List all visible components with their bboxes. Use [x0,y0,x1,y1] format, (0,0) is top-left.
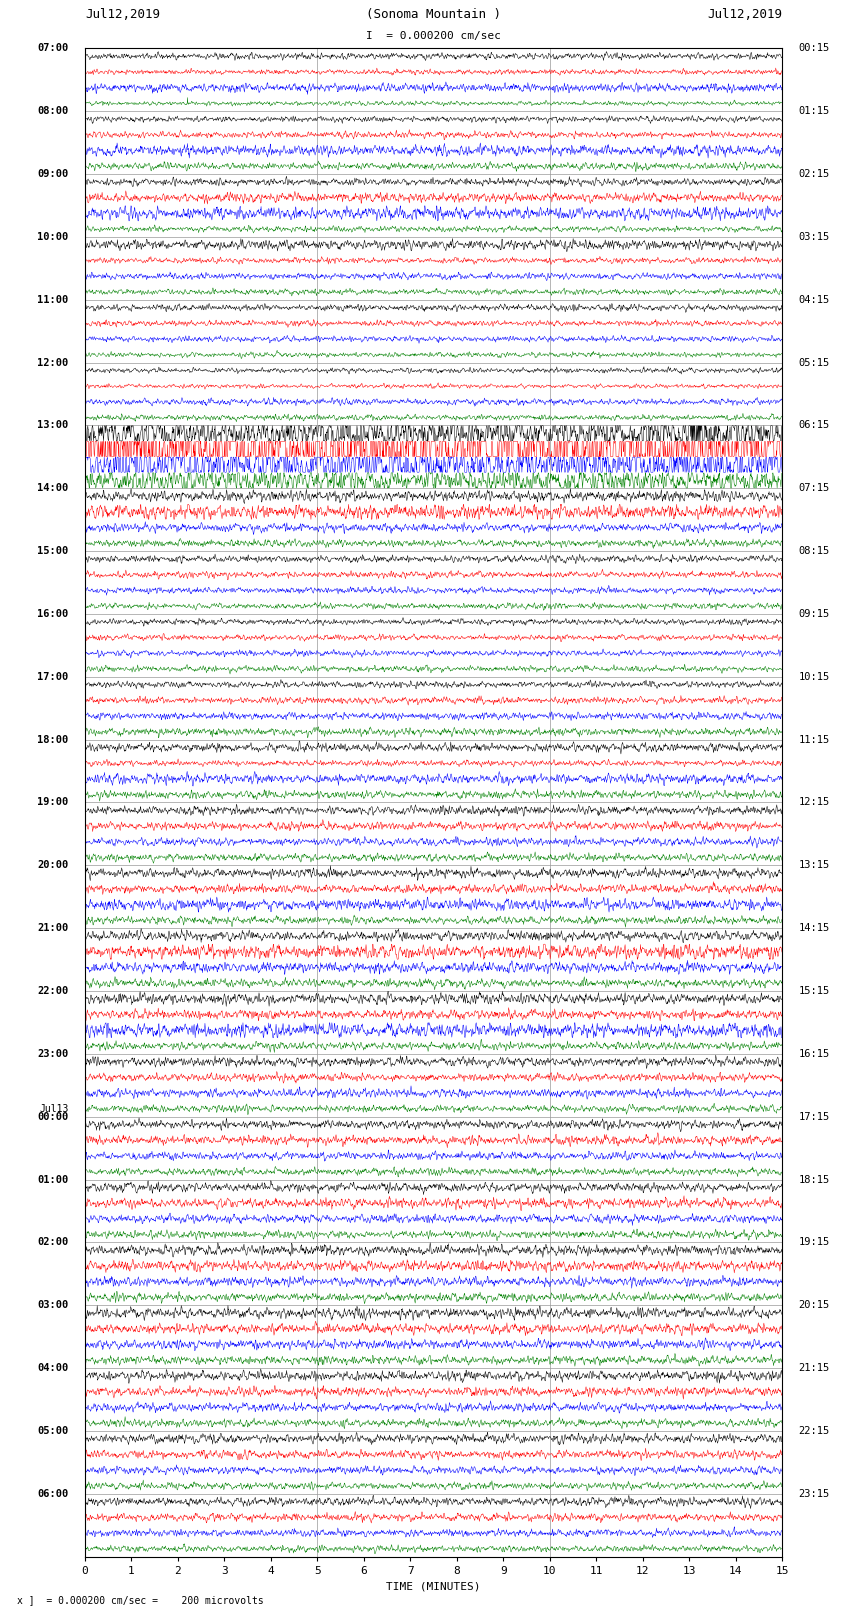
Text: 10:15: 10:15 [798,671,830,682]
Text: 18:00: 18:00 [37,734,69,745]
Text: 21:15: 21:15 [798,1363,830,1373]
Text: 09:00: 09:00 [37,169,69,179]
Text: 05:15: 05:15 [798,358,830,368]
Text: 14:00: 14:00 [37,484,69,494]
Text: 04:00: 04:00 [37,1363,69,1373]
Text: 19:15: 19:15 [798,1237,830,1247]
Text: 06:00: 06:00 [37,1489,69,1498]
Text: 00:00: 00:00 [37,1111,69,1121]
Text: 20:00: 20:00 [37,860,69,871]
Text: Jul12,2019: Jul12,2019 [707,8,782,21]
Text: (Sonoma Mountain ): (Sonoma Mountain ) [366,8,501,21]
Text: 20:15: 20:15 [798,1300,830,1310]
Text: 11:00: 11:00 [37,295,69,305]
Text: 07:00: 07:00 [37,44,69,53]
Text: 07:15: 07:15 [798,484,830,494]
Text: x ]  = 0.000200 cm/sec =    200 microvolts: x ] = 0.000200 cm/sec = 200 microvolts [17,1595,264,1605]
Text: 23:00: 23:00 [37,1048,69,1058]
Text: 14:15: 14:15 [798,923,830,934]
Text: Jul12,2019: Jul12,2019 [85,8,160,21]
Text: 13:00: 13:00 [37,421,69,431]
Text: 08:00: 08:00 [37,106,69,116]
X-axis label: TIME (MINUTES): TIME (MINUTES) [386,1581,481,1590]
Text: 11:15: 11:15 [798,734,830,745]
Text: 03:00: 03:00 [37,1300,69,1310]
Text: 15:00: 15:00 [37,547,69,556]
Text: 04:15: 04:15 [798,295,830,305]
Text: 18:15: 18:15 [798,1174,830,1184]
Text: 13:15: 13:15 [798,860,830,871]
Text: 16:15: 16:15 [798,1048,830,1058]
Text: 22:15: 22:15 [798,1426,830,1436]
Text: 01:15: 01:15 [798,106,830,116]
Text: Jul13: Jul13 [39,1103,69,1113]
Text: 09:15: 09:15 [798,610,830,619]
Text: 05:00: 05:00 [37,1426,69,1436]
Text: 12:00: 12:00 [37,358,69,368]
Text: 06:15: 06:15 [798,421,830,431]
Text: 01:00: 01:00 [37,1174,69,1184]
Text: I  = 0.000200 cm/sec: I = 0.000200 cm/sec [366,31,501,40]
Text: 02:15: 02:15 [798,169,830,179]
Text: 08:15: 08:15 [798,547,830,556]
Text: 23:15: 23:15 [798,1489,830,1498]
Text: 15:15: 15:15 [798,986,830,995]
Text: 21:00: 21:00 [37,923,69,934]
Text: 12:15: 12:15 [798,797,830,808]
Text: 22:00: 22:00 [37,986,69,995]
Text: 16:00: 16:00 [37,610,69,619]
Text: 17:00: 17:00 [37,671,69,682]
Text: 10:00: 10:00 [37,232,69,242]
Text: 00:15: 00:15 [798,44,830,53]
Text: 03:15: 03:15 [798,232,830,242]
Text: 19:00: 19:00 [37,797,69,808]
Text: 02:00: 02:00 [37,1237,69,1247]
Text: 17:15: 17:15 [798,1111,830,1121]
